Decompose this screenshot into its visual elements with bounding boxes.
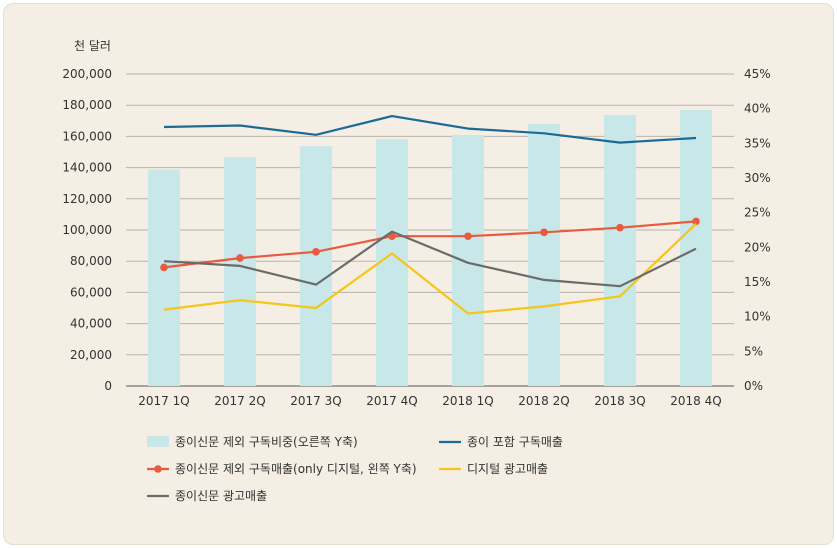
x-tick-label: 2018 4Q	[670, 394, 721, 408]
right-tick-label: 15%	[744, 275, 771, 289]
right-tick-label: 35%	[744, 136, 771, 150]
legend-label: 종이신문 제외 구독매출(only 디지털, 왼쪽 Y축)	[175, 462, 417, 476]
x-tick-label: 2017 1Q	[138, 394, 189, 408]
right-tick-label: 40%	[744, 102, 771, 116]
chart-frame: 천 달러 0 20,000 40,000 60,000 80,000 100,000 120…	[3, 3, 834, 545]
right-tick-label: 10%	[744, 310, 771, 324]
left-tick-label: 60,000	[70, 285, 112, 299]
right-tick-label: 25%	[744, 206, 771, 220]
x-axis: 2017 1Q 2017 2Q 2017 3Q 2017 4Q 2018 1Q 2018 …	[138, 394, 721, 408]
data-point	[312, 248, 320, 256]
data-point	[236, 254, 244, 262]
bar	[680, 110, 712, 386]
series-line	[163, 223, 697, 315]
data-point	[388, 232, 396, 241]
combo-chart: 천 달러 0 20,000 40,000 60,000 80,000 100,000 120…	[62, 38, 771, 503]
data-point	[616, 223, 624, 232]
bar	[604, 114, 636, 386]
left-tick-label: 80,000	[70, 254, 112, 268]
left-tick-label: 20,000	[70, 348, 112, 362]
legend-label: 디지털 광고매출	[467, 462, 548, 476]
data-point	[692, 217, 700, 226]
data-point	[464, 232, 472, 241]
bar	[452, 135, 484, 386]
bar	[224, 157, 256, 386]
left-tick-label: 40,000	[70, 317, 112, 331]
left-axis: 0 20,000 40,000 60,000 80,000 100,000 120,000 1…	[62, 67, 112, 393]
left-tick-label: 0	[104, 379, 112, 393]
x-tick-label: 2018 3Q	[594, 394, 645, 408]
right-axis: 0% 5% 10% 15% 20% 25% 30% 35% 40% 45%	[744, 67, 771, 393]
right-tick-label: 45%	[744, 67, 771, 81]
legend-label: 종이 포함 구독매출	[467, 435, 563, 449]
legend-label: 종이신문 제외 구독비중(오른쪽 Y축)	[175, 435, 358, 449]
x-tick-label: 2018 2Q	[518, 394, 569, 408]
legend-swatch-bar	[147, 436, 169, 447]
x-tick-label: 2017 4Q	[366, 394, 417, 408]
grid	[126, 73, 734, 387]
data-point	[160, 263, 168, 272]
bars	[148, 110, 712, 387]
left-tick-label: 120,000	[62, 192, 112, 206]
series-line	[163, 220, 697, 269]
bar	[300, 146, 332, 386]
right-tick-label: 20%	[744, 240, 771, 254]
right-tick-label: 30%	[744, 171, 771, 185]
x-tick-label: 2017 2Q	[214, 394, 265, 408]
series-line	[163, 230, 697, 288]
right-tick-label: 0%	[744, 379, 763, 393]
series-line	[163, 114, 697, 144]
data-point	[540, 228, 548, 237]
x-tick-label: 2018 1Q	[442, 394, 493, 408]
lines	[160, 114, 700, 315]
left-tick-label: 200,000	[62, 67, 112, 81]
left-tick-label: 140,000	[62, 161, 112, 175]
right-tick-label: 5%	[744, 344, 763, 358]
left-tick-label: 100,000	[62, 223, 112, 237]
legend-label: 종이신문 광고매출	[175, 489, 267, 503]
bar	[148, 169, 180, 386]
left-tick-label: 160,000	[62, 129, 112, 143]
left-axis-unit-label: 천 달러	[74, 38, 111, 53]
x-tick-label: 2017 3Q	[290, 394, 341, 408]
left-tick-label: 180,000	[62, 98, 112, 112]
bar	[528, 123, 560, 387]
legend-swatch-marker	[154, 465, 162, 473]
